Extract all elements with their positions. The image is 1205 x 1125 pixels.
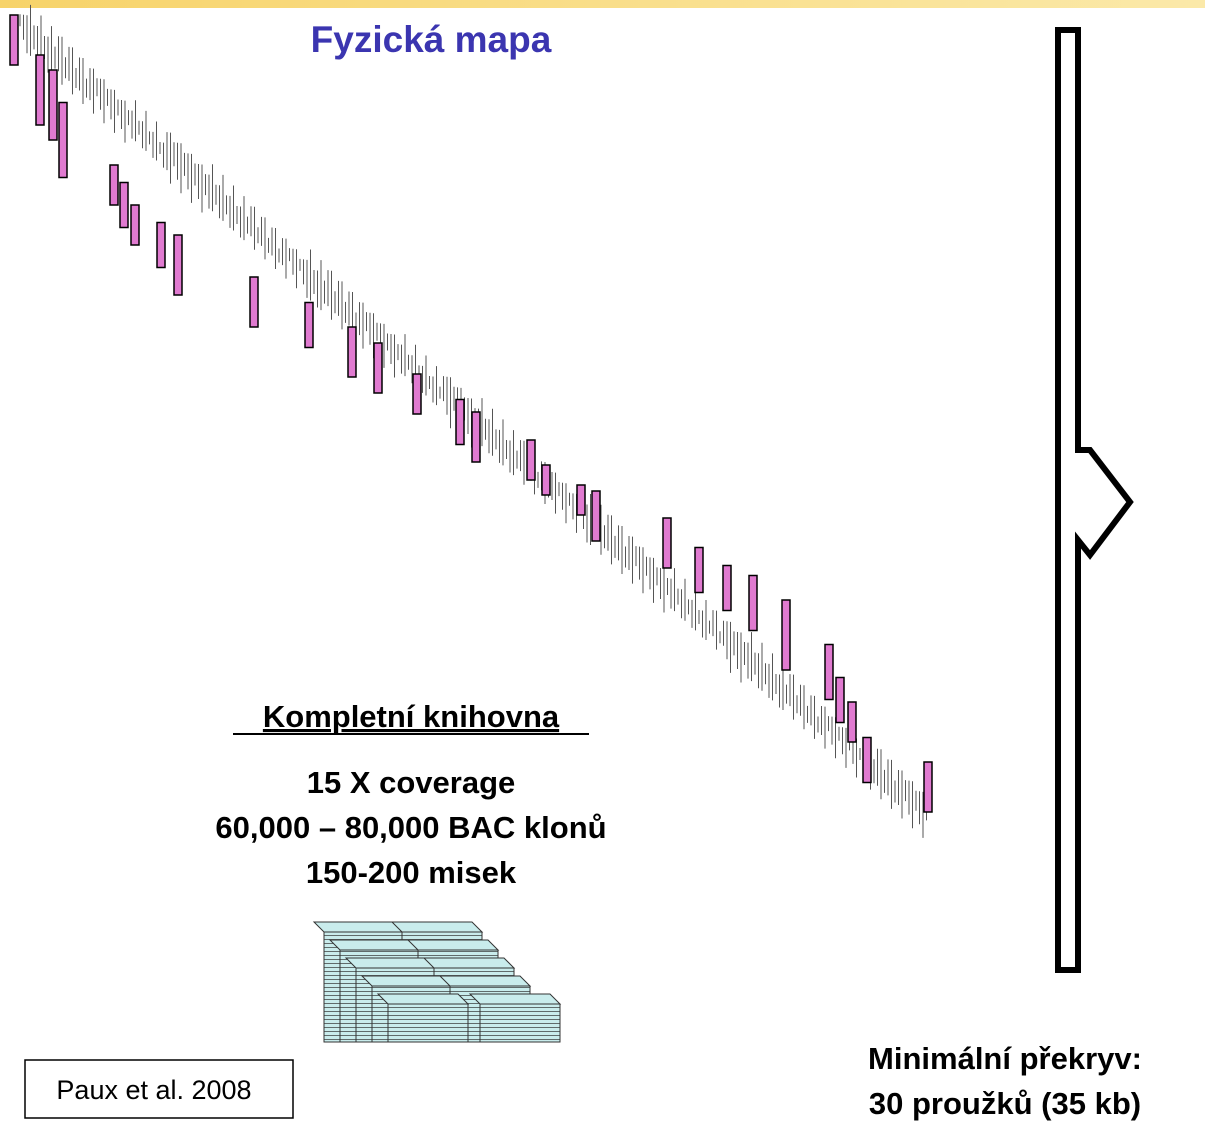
clone-box	[10, 15, 18, 65]
clone-box	[174, 235, 182, 295]
clone-box	[131, 205, 139, 245]
clone-box	[695, 548, 703, 593]
result-line: 30 proužků (35 kb)	[869, 1086, 1141, 1121]
result-line: Minimální překryv:	[868, 1041, 1142, 1076]
clone-box	[749, 576, 757, 631]
clone-box	[527, 440, 535, 480]
plate-stack	[314, 922, 560, 1042]
citation: Paux et al. 2008	[56, 1075, 251, 1105]
plate-top	[346, 958, 436, 968]
library-line: 150-200 misek	[306, 855, 517, 890]
clone-box	[848, 702, 856, 742]
slide: Fyzická mapa Kompletní knihovna 15 X cov…	[0, 0, 1205, 1125]
clone-box	[110, 165, 118, 205]
clone-box	[49, 70, 57, 140]
plate-top	[424, 958, 514, 968]
plate-top	[362, 976, 452, 986]
clone-box	[472, 412, 480, 462]
clone-box	[863, 738, 871, 783]
clone-box	[456, 400, 464, 445]
library-line: 15 X coverage	[307, 765, 516, 800]
clone-box	[542, 465, 550, 495]
clone-box	[825, 645, 833, 700]
arrow	[1058, 30, 1130, 970]
plate-top	[392, 922, 482, 932]
clone-box	[836, 678, 844, 723]
clone-box	[250, 277, 258, 327]
plate-top	[330, 940, 420, 950]
clone-box	[348, 327, 356, 377]
library-line: 60,000 – 80,000 BAC klonů	[215, 810, 606, 845]
clone-box	[374, 343, 382, 393]
clone-box	[577, 485, 585, 515]
plate-block	[388, 1004, 468, 1042]
clone-box	[592, 491, 600, 541]
clone-box	[924, 762, 932, 812]
clone-box	[413, 374, 421, 414]
page: Fyzická mapa Kompletní knihovna 15 X cov…	[0, 0, 1205, 1125]
clone-box	[782, 600, 790, 670]
clone-box	[120, 183, 128, 228]
clone-box	[157, 223, 165, 268]
plate-block	[480, 1004, 560, 1042]
clone-box	[663, 518, 671, 568]
clone-box	[36, 55, 44, 125]
plate-top	[408, 940, 498, 950]
clone-box	[305, 303, 313, 348]
plate-top	[314, 922, 404, 932]
clone-box	[59, 103, 67, 178]
plate-top	[440, 976, 530, 986]
plate-top	[378, 994, 468, 1004]
title: Fyzická mapa	[311, 19, 552, 60]
plate-top	[470, 994, 560, 1004]
library-heading: Kompletní knihovna	[263, 699, 560, 734]
top-bar	[0, 0, 1205, 8]
clone-box	[723, 566, 731, 611]
